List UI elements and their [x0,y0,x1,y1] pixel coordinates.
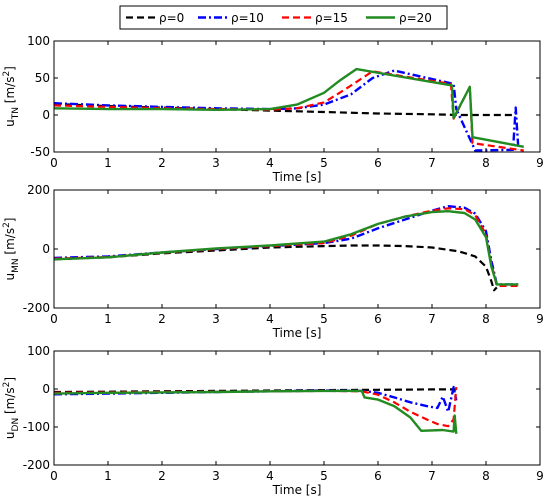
x-tick-label: 5 [320,469,328,483]
x-tick-label: 1 [104,156,112,170]
y-tick-label: 0 [42,382,50,396]
x-tick-label: 8 [482,312,490,326]
x-tick-label: 0 [50,156,58,170]
x-tick-label: 4 [266,156,274,170]
axes-frame [53,350,541,466]
y-axis-label-unit-open: [m/s [3,77,17,107]
x-tick-label: 7 [428,312,436,326]
x-tick-label: 4 [266,312,274,326]
y-axis-label-base: u [3,431,17,439]
series-group [54,67,525,152]
axes-frame [53,40,541,153]
x-tick-label: 3 [212,312,220,326]
x-tick-label: 8 [482,469,490,483]
axes-frame [53,189,541,309]
y-tick-label: -50 [30,145,50,159]
y-axis-label: uMN [m/s2] [2,217,21,280]
y-axis-label-base: u [3,119,17,127]
x-tick-label: 6 [374,312,382,326]
y-axis-label-sup: 2 [2,382,12,388]
y-tick-label: -100 [23,420,50,434]
x-tick-label: 4 [266,469,274,483]
x-tick-label: 2 [158,469,166,483]
x-tick-label: 5 [320,312,328,326]
series-line [54,209,519,286]
x-axis-label: Time [s] [272,326,322,340]
legend-label: ρ=0 [159,11,184,25]
y-tick-label: 0 [42,242,50,256]
legend-label: ρ=10 [231,11,264,25]
x-tick-label: 1 [104,469,112,483]
x-tick-label: 7 [428,156,436,170]
x-tick-label: 8 [482,156,490,170]
x-axis-label: Time [s] [272,483,322,497]
x-tick-label: 9 [536,312,544,326]
y-tick-label: -200 [23,301,50,315]
x-tick-label: 9 [536,469,544,483]
y-axis-label-unit-close: ] [3,377,17,382]
series-group [54,204,519,292]
y-tick-label: 200 [27,183,50,197]
y-tick-label: 0 [42,108,50,122]
y-axis-label-sub: DN [11,418,21,432]
y-axis-label: uDN [m/s2] [2,377,21,439]
series-line [54,389,458,434]
y-axis-label-base: u [3,273,17,281]
y-axis-label-sup: 2 [2,71,12,77]
y-axis-label-sup: 2 [2,222,12,228]
x-axis-label: Time [s] [272,170,322,184]
y-axis-label-unit-open: [m/s [3,228,17,258]
y-axis-label-unit-close: ] [3,217,17,222]
x-tick-label: 3 [212,469,220,483]
x-tick-label: 6 [374,469,382,483]
x-tick-label: 5 [320,156,328,170]
y-axis-label: uTN [m/s2] [2,66,21,127]
x-tick-label: 0 [50,312,58,326]
y-axis-label-sub: MN [11,258,21,273]
y-tick-label: -200 [23,458,50,472]
legend: ρ=0 ρ=10 ρ=15 ρ=20 [119,5,448,30]
y-axis-label-unit-open: [m/s [3,387,17,417]
x-tick-label: 9 [536,156,544,170]
series-line [54,244,498,292]
x-tick-label: 7 [428,469,436,483]
x-tick-label: 6 [374,156,382,170]
x-tick-label: 3 [212,156,220,170]
x-tick-label: 1 [104,312,112,326]
x-tick-label: 0 [50,469,58,483]
series-group [54,385,458,434]
y-tick-label: 50 [35,71,50,85]
y-axis-label-unit-close: ] [3,66,17,71]
y-tick-label: 100 [27,34,50,48]
x-tick-label: 2 [158,312,166,326]
y-tick-label: 100 [27,344,50,358]
series-line [54,67,525,148]
legend-label: ρ=15 [315,11,348,25]
legend-label: ρ=20 [399,11,432,25]
y-axis-label-sub: TN [11,107,21,120]
x-tick-label: 2 [158,156,166,170]
